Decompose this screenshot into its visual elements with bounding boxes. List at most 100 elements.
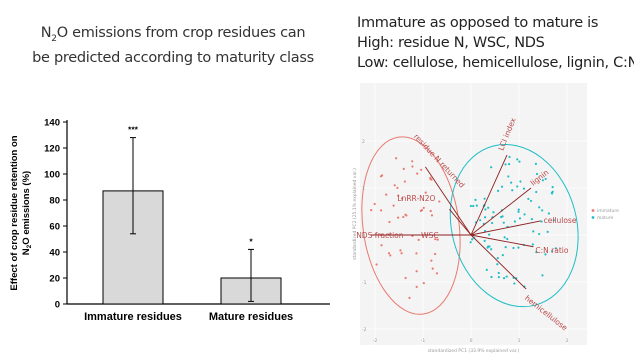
mature-point (538, 232, 541, 236)
immature-point (419, 209, 423, 212)
title-line1-rest: O emissions from crop residues can (56, 25, 306, 41)
mature-point (517, 246, 520, 249)
immature-point (408, 296, 411, 299)
right-title-line1: Immature as opposed to mature is (357, 15, 599, 31)
mature-point (546, 230, 549, 234)
mature-point (541, 179, 544, 182)
immature-point (393, 184, 396, 187)
mature-point (529, 199, 533, 203)
biplot-ellipses (361, 136, 579, 315)
mature-point (512, 276, 515, 279)
mature-point (469, 241, 472, 244)
immature-point (389, 254, 392, 257)
mature-point (516, 158, 519, 161)
immature-point (379, 175, 383, 178)
immature-point (370, 209, 373, 212)
immature-point (396, 216, 400, 219)
biplot-x-tick-label: 1 (518, 338, 521, 344)
immature-point (415, 252, 418, 255)
right-title: Immature as opposed to mature is High: r… (357, 13, 634, 73)
mature-point (552, 219, 555, 222)
mature-point (472, 204, 475, 208)
biplot-y-label: standardized PC2 (25.1% explained var.) (352, 168, 358, 260)
immature-point (411, 234, 414, 238)
mature-point (504, 246, 507, 249)
legend-label: immature (597, 208, 619, 214)
legend-label: mature (597, 215, 614, 221)
mature-point (550, 191, 553, 195)
vector-label: residue N returned (412, 132, 467, 190)
mature-point (551, 250, 554, 253)
mature-point (483, 197, 486, 200)
mature-point (516, 185, 519, 188)
immature-point (380, 233, 383, 237)
significance-label: * (249, 236, 253, 246)
immature-point (404, 276, 407, 280)
mature-point (518, 160, 521, 163)
mature-point (508, 162, 511, 166)
mature-point (491, 216, 494, 219)
immature-point (400, 252, 403, 255)
bar-y-tick-label: 60 (49, 222, 60, 233)
title-line2: be predicted according to maturity class (32, 49, 314, 66)
mature-point (484, 208, 487, 211)
mature-point (510, 181, 513, 184)
immature-point (399, 249, 402, 252)
immature-point (430, 178, 433, 181)
mature-point (535, 172, 539, 176)
immature-point (417, 238, 420, 241)
bar-y-tick-label: 120 (44, 144, 60, 155)
loading-vector (470, 234, 534, 248)
loading-vector (425, 166, 472, 236)
mature-point (487, 245, 490, 248)
mature-point (517, 208, 520, 211)
immature-point (430, 214, 434, 217)
mature-point (500, 215, 503, 219)
mature-point (490, 275, 493, 279)
mature-point (501, 253, 504, 257)
immature-point (405, 214, 408, 217)
immature-point (429, 177, 432, 181)
bar-category-label: Mature residues (209, 311, 293, 323)
mature-point (485, 268, 488, 271)
mature-point (532, 230, 535, 233)
bar-y-tick-label: 80 (49, 196, 60, 207)
bar-y-label-line1: Effect of crop residue retention on (9, 135, 20, 290)
mature-point (541, 209, 544, 212)
loading-vector (470, 154, 508, 236)
mature-point (551, 190, 554, 193)
biplot-y-tick-label: 1 (362, 186, 365, 192)
mature-point (490, 166, 493, 169)
biplot-y-tick-label: -2 (362, 327, 367, 333)
immature-point (403, 180, 406, 183)
mature-point (490, 248, 493, 251)
mature-point (488, 245, 491, 248)
mature-point (535, 190, 538, 194)
immature-point (429, 209, 432, 213)
mature-point (496, 257, 499, 260)
mature-point (474, 221, 478, 224)
mature-point (497, 271, 500, 275)
mature-point (530, 218, 534, 221)
loading-vector (470, 187, 532, 236)
mature-point (535, 251, 538, 254)
immature-point (380, 244, 383, 247)
biplot-x-tick-label: -1 (421, 338, 426, 344)
mature-point (483, 239, 486, 242)
biplot-points (370, 155, 557, 299)
loading-vector (449, 208, 472, 236)
mature-point (554, 247, 557, 250)
mature-point (541, 274, 544, 277)
mature-point (483, 229, 487, 233)
biplot-y-tick-label: 2 (362, 139, 365, 145)
biplot-grid (360, 83, 587, 345)
mature-point (518, 217, 522, 220)
immature-point (380, 209, 383, 212)
mature-point (522, 243, 525, 247)
loading-vector (470, 234, 527, 290)
mature-point (484, 216, 487, 219)
legend-marker (591, 209, 595, 212)
biplot-y-tick-label: 0 (362, 233, 365, 239)
mature-point (502, 221, 505, 224)
mature-point (517, 210, 520, 213)
